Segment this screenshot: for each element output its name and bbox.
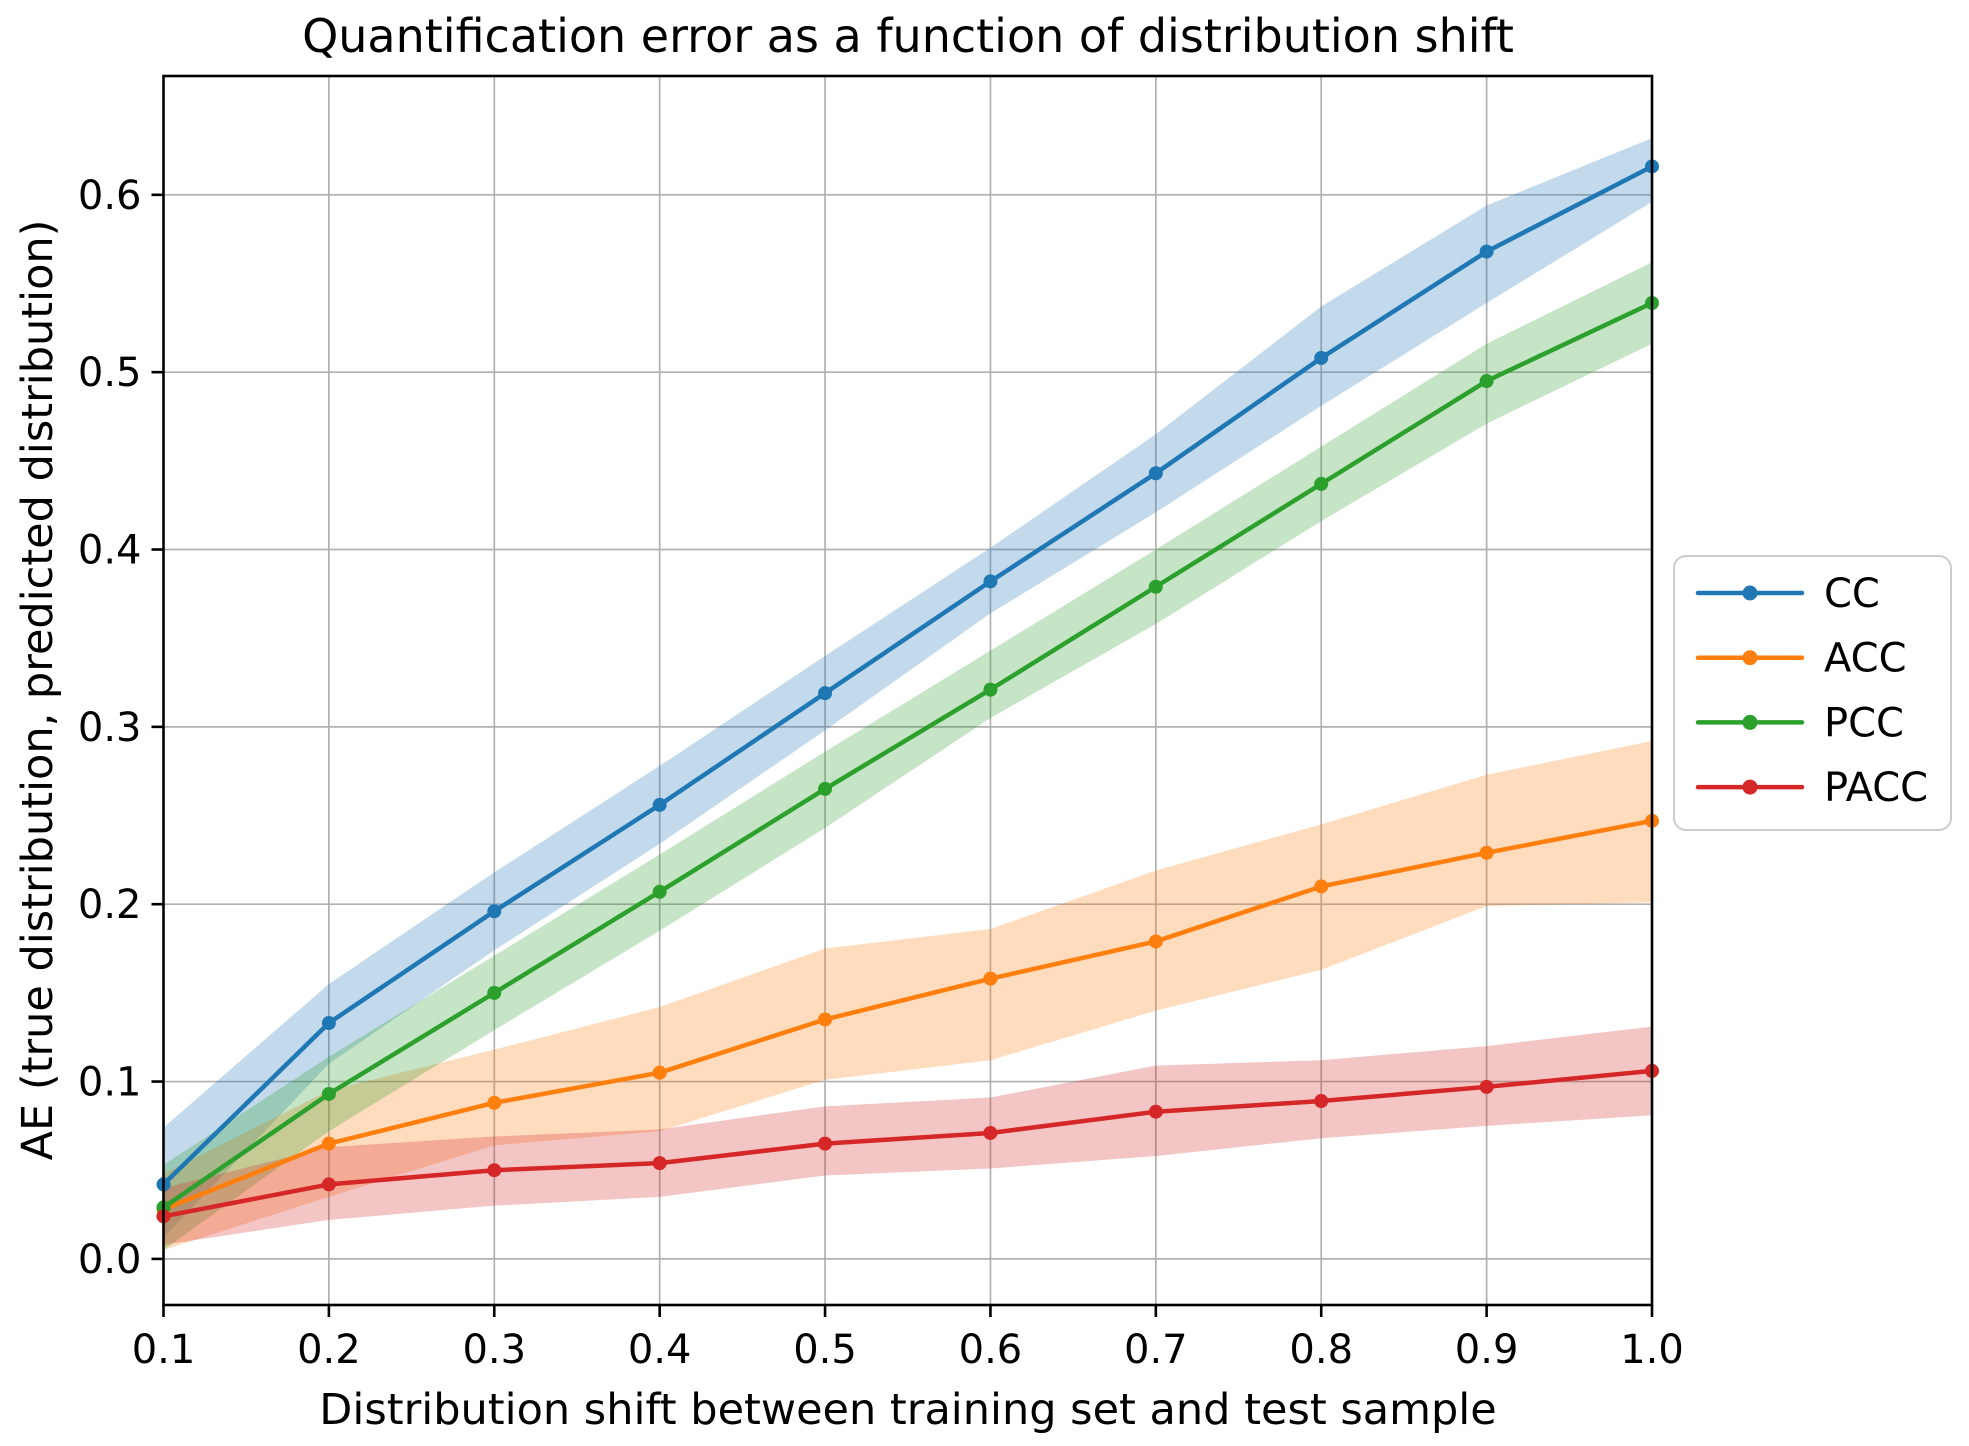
legend-marker-swatch [1742, 585, 1758, 601]
series-CC-marker [487, 904, 502, 919]
series-PCC-marker [1314, 476, 1329, 491]
series-PACC-marker [818, 1136, 833, 1151]
series-PACC-marker [487, 1163, 502, 1178]
legend: CC ACC PCC PACC [1673, 555, 1952, 831]
series-PCC-markers [156, 296, 1659, 1215]
series-PCC-marker [487, 985, 502, 1000]
x-tick-label: 0.6 [959, 1327, 1023, 1373]
series-PACC-marker [652, 1156, 667, 1171]
series-PACC-marker [1479, 1079, 1494, 1094]
y-axis-label: AE (true distribution, predicted distrib… [13, 220, 63, 1161]
legend-label: PCC [1824, 700, 1904, 746]
series-PACC-marker [321, 1177, 336, 1192]
series-ACC-marker [1148, 934, 1163, 949]
plot-area: 0.1 0.2 0.3 0.4 0.5 0.6 0.7 0.8 0.9 1.0 0.0 0.1 0.2 0… [78, 74, 1952, 1373]
series-ACC-marker [321, 1136, 336, 1151]
series-PCC-line [161, 300, 1655, 1210]
series-ACC-markers [156, 813, 1659, 1217]
legend-marker-swatch [1742, 714, 1758, 730]
series-CC-marker [1148, 466, 1163, 481]
series-CC-markers [156, 159, 1659, 1192]
y-tick-label: 0.3 [78, 705, 142, 751]
y-tick-label: 0.5 [78, 350, 142, 396]
series-PCC-marker [1148, 579, 1163, 594]
series-PACC-band [163, 1026, 1652, 1245]
series-CC-marker [652, 797, 667, 812]
series-CC-marker [983, 574, 998, 589]
series-CC-marker [1479, 244, 1494, 259]
y-tick-label: 0.1 [78, 1060, 142, 1106]
x-tick-label: 0.1 [132, 1327, 196, 1373]
x-tick-label: 0.9 [1455, 1327, 1519, 1373]
series-ACC-marker [1314, 879, 1329, 894]
x-tick-label: 0.7 [1124, 1327, 1188, 1373]
series-PACC-marker [1148, 1104, 1163, 1119]
x-tick-label: 0.4 [628, 1327, 692, 1373]
x-tick-label: 0.5 [793, 1327, 857, 1373]
legend-marker-swatch [1742, 650, 1758, 666]
legend-box [1673, 555, 1952, 831]
y-tick-label: 0.0 [78, 1237, 142, 1283]
series-PCC-marker [983, 682, 998, 697]
plot-border [162, 74, 1654, 1307]
x-ticks [162, 1305, 1654, 1317]
x-tick-label: 0.2 [297, 1327, 361, 1373]
series-ACC-band [163, 741, 1652, 1251]
series-PACC-marker [1314, 1094, 1329, 1109]
series-PACC-marker [983, 1125, 998, 1140]
x-tick-label: 0.3 [462, 1327, 526, 1373]
series-CC-marker [818, 686, 833, 701]
legend-label: PACC [1824, 765, 1928, 811]
series-PACC-line [161, 1068, 1655, 1219]
legend-item-ACC: ACC [1695, 636, 1907, 682]
x-tick-label: 0.8 [1289, 1327, 1353, 1373]
series-ACC-marker [818, 1012, 833, 1027]
legend-item-PCC: PCC [1695, 700, 1904, 746]
series-PCC-marker [1479, 374, 1494, 389]
series-ACC-line [161, 818, 1655, 1212]
series-ACC-marker [1479, 845, 1494, 860]
series-ACC-marker [652, 1065, 667, 1080]
y-tick-label: 0.6 [78, 173, 142, 219]
legend-label: ACC [1824, 636, 1907, 682]
y-tick-label: 0.4 [78, 528, 142, 574]
series-PCC-marker [818, 781, 833, 796]
series-ACC-marker [983, 971, 998, 986]
series-ACC-marker [487, 1095, 502, 1110]
series-PCC-marker [652, 884, 667, 899]
legend-label: CC [1824, 571, 1880, 617]
x-axis-label: Distribution shift between training set … [319, 1385, 1496, 1435]
legend-item-CC: CC [1695, 571, 1880, 617]
series-PCC-marker [321, 1086, 336, 1101]
x-tick-label: 1.0 [1620, 1327, 1684, 1373]
y-ticks [151, 193, 164, 1261]
chart-title: Quantification error as a function of di… [302, 9, 1514, 63]
series-CC-marker [1314, 350, 1329, 365]
legend-marker-swatch [1742, 779, 1758, 795]
series-CC-band [163, 138, 1652, 1238]
y-tick-label: 0.2 [78, 882, 142, 928]
legend-item-PACC: PACC [1695, 765, 1928, 811]
series-CC-marker [321, 1016, 336, 1031]
series-CC-line [161, 164, 1655, 1187]
